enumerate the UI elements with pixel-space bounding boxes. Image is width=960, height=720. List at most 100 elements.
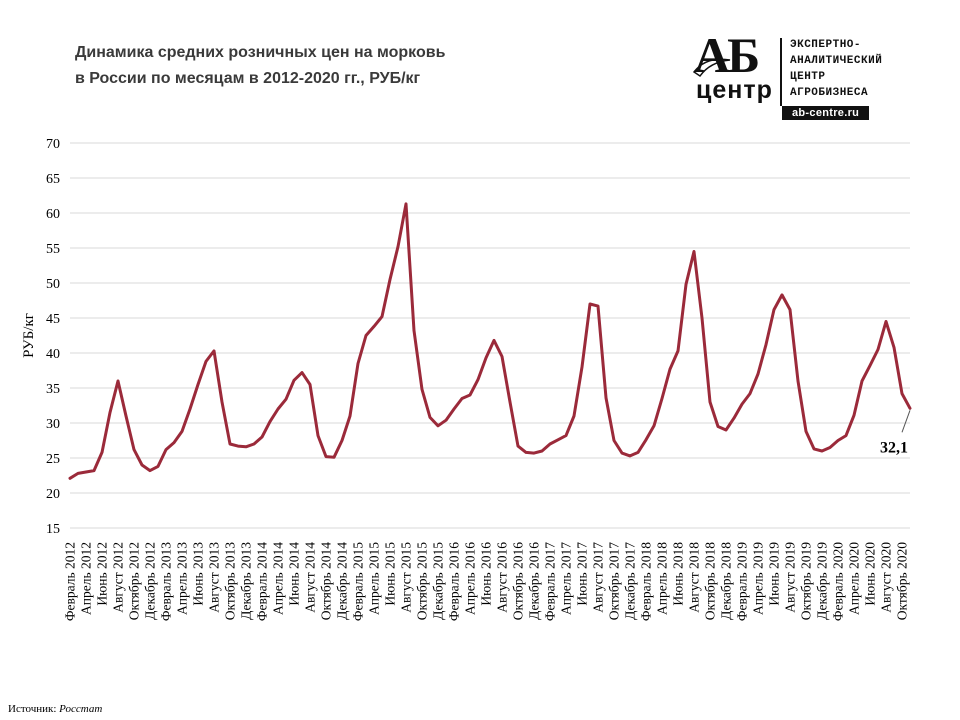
x-tick-label: Октябрь 2012 <box>127 542 142 620</box>
y-tick-label: 35 <box>46 382 60 397</box>
data-point <box>516 444 520 448</box>
data-point <box>380 315 384 318</box>
data-point <box>260 435 264 439</box>
x-tick-label: Декабрь 2012 <box>143 542 158 620</box>
data-point <box>436 424 440 427</box>
x-tick-label: Октябрь 2013 <box>223 542 238 620</box>
x-tick-label: Август 2018 <box>687 542 702 613</box>
y-tick-label: 50 <box>46 277 60 292</box>
x-tick-label: Август 2013 <box>207 542 222 613</box>
y-tick-label: 25 <box>46 452 60 467</box>
data-point <box>612 439 616 442</box>
x-tick-label: Октябрь 2015 <box>415 542 430 620</box>
data-point <box>772 308 776 311</box>
data-point <box>668 367 672 371</box>
data-point <box>604 396 608 399</box>
data-point <box>92 469 96 472</box>
data-point <box>500 355 504 358</box>
data-point <box>148 469 152 472</box>
data-point <box>780 293 784 297</box>
data-point <box>228 442 232 446</box>
source-label: Источник: <box>8 703 57 715</box>
data-point <box>820 449 824 453</box>
x-tick-label: Декабрь 2013 <box>239 542 254 620</box>
x-tick-label: Июнь 2014 <box>287 542 302 606</box>
data-point <box>548 442 552 446</box>
x-tick-label: Октябрь 2017 <box>607 542 622 620</box>
y-tick-label: 15 <box>46 522 60 537</box>
data-point <box>836 439 840 442</box>
data-point <box>188 407 192 411</box>
data-point <box>660 397 664 400</box>
data-point <box>556 438 560 441</box>
data-point <box>244 445 248 448</box>
x-tick-label: Август 2017 <box>591 542 606 613</box>
x-tick-label: Июнь 2012 <box>95 542 110 606</box>
data-point <box>452 407 456 411</box>
x-tick-label: Апрель 2014 <box>271 542 286 615</box>
data-point <box>468 393 472 397</box>
x-tick-label: Июнь 2013 <box>191 542 206 606</box>
logo-mark-top: АБ <box>694 27 760 83</box>
x-tick-label: Октябрь 2019 <box>799 542 814 620</box>
y-tick-label: 70 <box>46 137 60 152</box>
logo-separator <box>780 38 782 106</box>
data-point <box>804 430 808 433</box>
y-axis-label: РУБ/кг <box>21 313 37 358</box>
x-tick-label: Октябрь 2020 <box>895 542 910 620</box>
data-point <box>644 438 648 441</box>
logo-text-line: ЦЕНТР <box>790 71 826 83</box>
y-tick-label: 30 <box>46 417 60 432</box>
data-point <box>292 379 296 382</box>
x-tick-label: Декабрь 2015 <box>431 542 446 620</box>
data-point <box>396 245 400 248</box>
data-point <box>268 420 272 423</box>
x-tick-label: Август 2016 <box>495 542 510 613</box>
data-point <box>76 472 80 475</box>
x-tick-label: Апрель 2016 <box>463 542 478 615</box>
data-point <box>572 414 576 418</box>
data-point <box>700 316 704 320</box>
x-tick-label: Апрель 2015 <box>367 542 382 615</box>
data-point <box>388 278 392 281</box>
x-tick-label: Апрель 2018 <box>655 542 670 615</box>
data-point <box>364 334 368 337</box>
data-point <box>116 379 120 383</box>
data-point <box>844 434 848 437</box>
logo-text-line: АГРОБИЗНЕСА <box>790 87 869 99</box>
x-tick-label: Февраль 2017 <box>543 542 558 621</box>
data-point <box>868 364 872 367</box>
data-point <box>356 362 360 365</box>
data-point <box>636 451 640 454</box>
data-point <box>124 414 128 418</box>
data-point <box>252 442 256 446</box>
chart-title: Динамика средних розничных цен на морков… <box>75 40 555 92</box>
data-point <box>340 439 344 442</box>
x-tick-label: Февраль 2020 <box>831 542 846 621</box>
x-tick-label: Октябрь 2018 <box>703 542 718 620</box>
logo-mark-bottom: центр <box>696 76 773 104</box>
logo-text-line: АНАЛИТИЧЕСКИЙ <box>790 55 883 67</box>
y-tick-label: 20 <box>46 487 60 502</box>
data-point <box>84 470 88 474</box>
logo-text-line: ЭКСПЕРТНО- <box>790 39 862 51</box>
y-tick-label: 45 <box>46 312 60 327</box>
price-series-line <box>68 202 912 480</box>
data-point <box>236 444 240 448</box>
y-tick-label: 55 <box>46 242 60 257</box>
y-tick-label: 40 <box>46 347 60 362</box>
data-point <box>588 302 592 306</box>
ab-centre-logo: АБ центр ЭКСПЕРТНО- АНАЛИТИЧЕСКИЙ ЦЕНТР … <box>690 27 930 122</box>
data-point <box>596 304 600 308</box>
x-tick-label: Февраль 2013 <box>159 542 174 621</box>
data-point <box>732 416 736 420</box>
data-point <box>532 451 536 455</box>
source-note: Источник: Росстат <box>8 703 102 715</box>
data-point <box>564 434 568 437</box>
data-point <box>476 378 480 381</box>
x-tick-label: Июнь 2016 <box>479 542 494 606</box>
data-point <box>220 400 224 404</box>
logo-url: ab-centre.ru <box>782 106 870 120</box>
data-point <box>404 202 408 206</box>
y-tick-label: 65 <box>46 172 60 187</box>
